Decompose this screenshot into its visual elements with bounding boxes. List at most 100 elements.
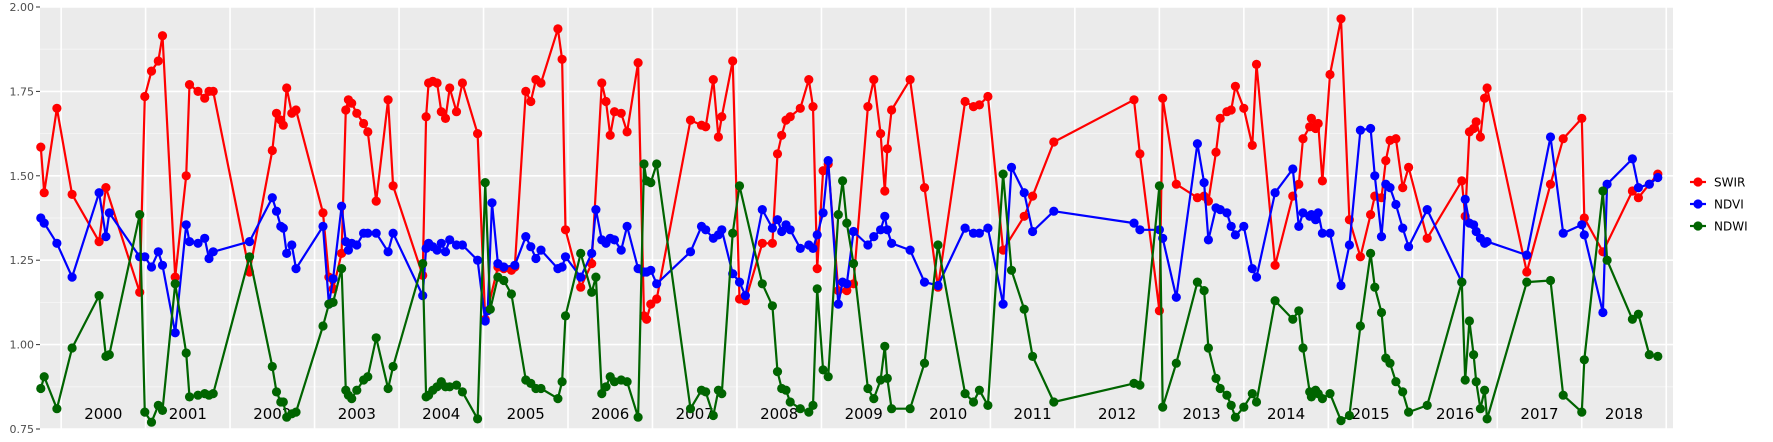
data-point-ndvi — [905, 245, 915, 255]
data-point-ndvi — [204, 253, 214, 264]
data-point-ndwi — [1404, 407, 1414, 417]
data-point-ndwi — [94, 291, 104, 301]
data-point-ndwi — [553, 394, 563, 404]
data-point-ndvi — [833, 299, 843, 309]
data-point-ndvi — [616, 245, 626, 255]
data-point-ndvi — [271, 206, 282, 216]
year-label: 2003 — [338, 405, 376, 423]
data-point-ndvi — [591, 205, 601, 215]
year-label: 2015 — [1351, 405, 1389, 423]
data-point-ndwi — [39, 372, 49, 382]
data-point-swir — [440, 113, 451, 123]
data-point-ndwi — [1366, 248, 1376, 258]
year-label: 2016 — [1436, 405, 1474, 423]
data-point-swir — [1558, 134, 1568, 144]
data-point-swir — [717, 112, 727, 122]
data-point-ndvi — [287, 240, 297, 250]
data-point-ndwi — [597, 389, 607, 399]
data-point-ndvi — [1049, 206, 1059, 216]
year-label: 2001 — [169, 405, 207, 423]
data-point-swir — [1577, 113, 1587, 123]
data-point-ndvi — [576, 272, 586, 282]
data-point-ndvi — [887, 238, 897, 248]
data-point-ndwi — [1464, 316, 1474, 326]
data-point-ndwi — [184, 392, 195, 402]
data-point-swir — [1226, 105, 1236, 115]
data-point-ndvi — [983, 223, 993, 233]
data-point-swir — [421, 112, 431, 122]
data-point-swir — [863, 102, 873, 112]
data-point-swir — [633, 58, 643, 68]
data-point-swir — [1545, 179, 1556, 189]
data-point-ndwi — [1306, 392, 1316, 402]
data-point-swir — [919, 183, 930, 193]
year-label: 2007 — [676, 405, 714, 423]
data-point-ndvi — [1199, 178, 1209, 188]
data-point-ndvi — [1577, 220, 1587, 230]
data-point-ndwi — [1239, 402, 1249, 412]
year-label: 2002 — [253, 405, 291, 423]
data-point-ndvi — [499, 262, 509, 272]
data-point-ndwi — [1385, 358, 1395, 368]
data-point-ndwi — [1391, 377, 1401, 387]
data-point-ndwi — [1644, 350, 1654, 360]
data-point-swir — [359, 118, 369, 129]
y-axis: 0.75 1.00 1.25 1.50 1.75 2.00 — [10, 1, 40, 436]
data-point-ndwi — [1653, 351, 1663, 361]
data-point-ndvi — [1325, 228, 1335, 238]
data-point-ndwi — [968, 397, 979, 407]
data-point-ndvi — [919, 277, 930, 287]
data-point-swir — [1019, 211, 1029, 221]
data-point-ndwi — [140, 407, 150, 417]
data-point-swir — [685, 115, 696, 125]
data-point-ndwi — [1288, 314, 1298, 324]
data-point-ndvi — [432, 245, 442, 255]
data-point-ndwi — [823, 372, 833, 382]
data-point-ndvi — [587, 248, 597, 258]
data-point-ndwi — [388, 361, 398, 372]
data-point-swir — [457, 78, 467, 88]
data-point-ndvi — [1602, 179, 1612, 189]
data-point-ndvi — [1192, 139, 1202, 149]
data-point-ndwi — [536, 383, 546, 394]
data-point-swir — [291, 105, 301, 115]
data-point-ndwi — [1192, 277, 1202, 287]
data-point-ndwi — [812, 284, 822, 294]
data-point-swir — [880, 186, 890, 196]
y-tick-label: 1.50 — [10, 170, 35, 183]
data-point-ndwi — [363, 372, 373, 382]
data-point-ndvi — [848, 226, 859, 237]
data-point-ndvi — [39, 218, 49, 228]
data-point-ndvi — [531, 253, 541, 264]
data-point-swir — [135, 287, 145, 297]
data-point-ndvi — [343, 245, 353, 255]
data-point-ndvi — [772, 215, 783, 225]
data-point-ndwi — [473, 414, 483, 424]
data-point-ndwi — [646, 178, 656, 188]
data-point-swir — [451, 107, 462, 117]
data-point-swir — [1317, 176, 1327, 186]
data-point-ndwi — [1475, 404, 1485, 414]
data-point-ndvi — [701, 225, 711, 235]
y-tick-label: 1.00 — [10, 339, 35, 352]
y-tick-label: 2.00 — [10, 1, 35, 14]
data-point-swir — [36, 142, 46, 152]
data-point-ndvi — [170, 328, 180, 338]
data-point-ndwi — [887, 404, 897, 414]
data-point-swir — [597, 78, 607, 88]
data-point-ndwi — [1577, 407, 1587, 417]
data-point-swir — [1298, 134, 1308, 144]
data-point-swir — [616, 108, 626, 118]
legend-item-swir: SWIR — [1690, 176, 1745, 190]
data-point-ndwi — [1215, 383, 1225, 394]
data-point-ndwi — [1376, 307, 1387, 318]
data-point-swir — [1475, 132, 1485, 142]
data-point-swir — [576, 282, 586, 292]
data-point-swir — [757, 238, 767, 248]
data-point-ndvi — [863, 240, 873, 250]
data-point-ndwi — [685, 404, 696, 414]
data-point-ndvi — [1579, 230, 1589, 240]
data-point-ndwi — [347, 394, 357, 404]
data-point-swir — [337, 248, 347, 258]
data-point-ndvi — [717, 225, 727, 235]
